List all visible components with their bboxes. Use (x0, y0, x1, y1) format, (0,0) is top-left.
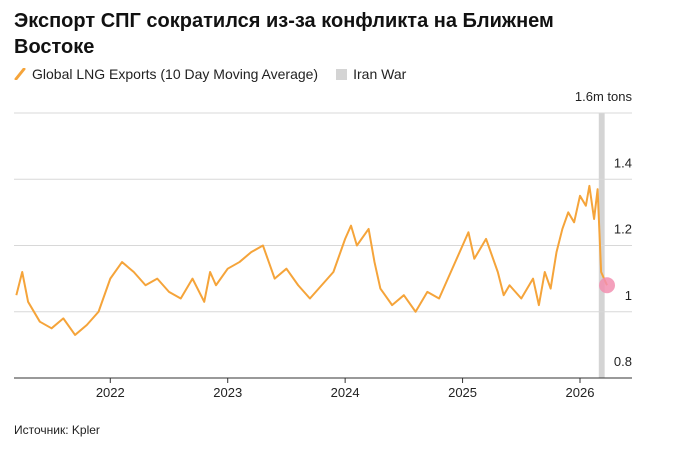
x-tick-label: 2023 (213, 385, 242, 400)
source: Источник: Kpler (14, 423, 100, 437)
y-tick-label: 1.2 (614, 222, 632, 237)
data-line (15, 184, 608, 336)
legend-swatch (336, 68, 348, 80)
y-tick-label: 1.6m tons (575, 89, 633, 104)
chart-title: Экспорт СПГ сократился из-за конфликта н… (14, 10, 554, 58)
y-tick-label: 0.8 (614, 354, 632, 369)
y-tick-label: 1 (625, 288, 632, 303)
x-tick-label: 2026 (566, 385, 595, 400)
chart: 0.8 1 1.2 1.4 1.6m tons 2022 2023 2024 2025 2026 (14, 89, 633, 400)
x-tick-label: 2025 (448, 385, 477, 400)
y-tick-label: 1.4 (614, 155, 632, 170)
legend-swatch (14, 68, 26, 80)
legend-label: Global LNG Exports (10 Day Moving Averag… (32, 66, 319, 82)
x-tick-label: 2024 (331, 385, 360, 400)
end-marker (599, 277, 615, 294)
legend: Global LNG Exports (10 Day Moving Averag… (14, 66, 406, 82)
x-tick-label: 2022 (96, 385, 125, 400)
legend-label: Iran War (353, 66, 407, 82)
